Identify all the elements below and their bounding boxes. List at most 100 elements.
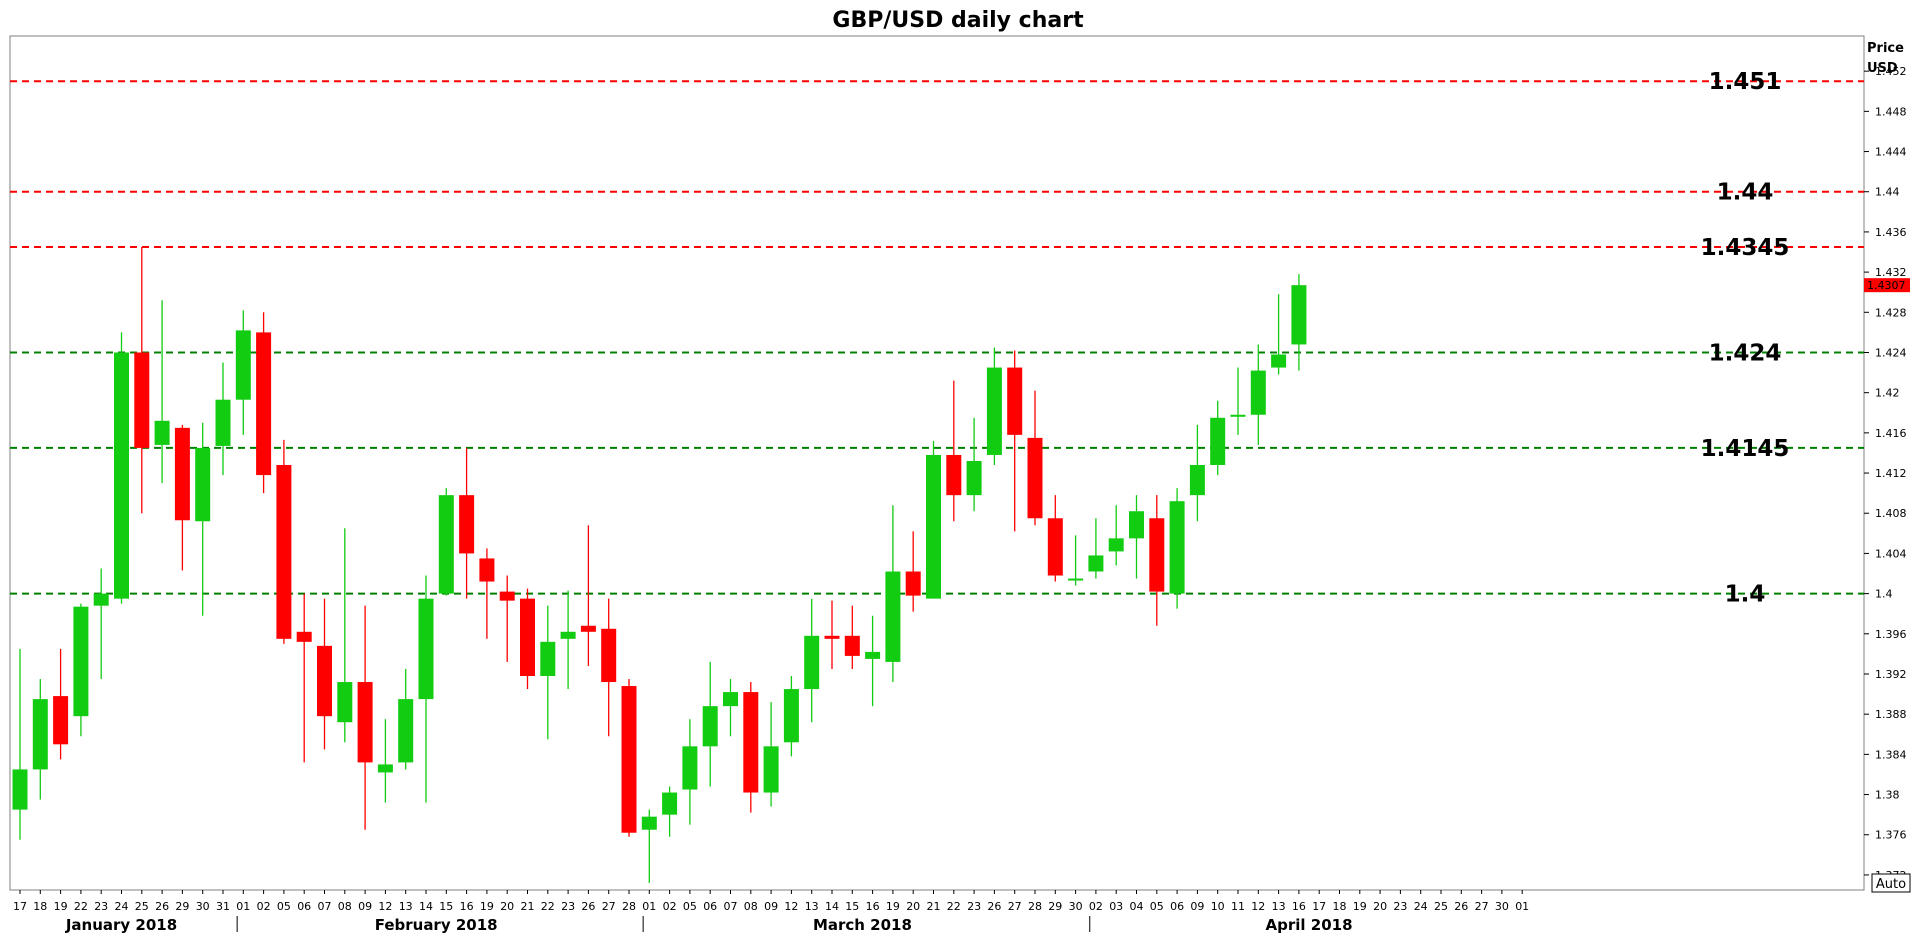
auto-scale-button[interactable]: Auto [1871, 873, 1911, 893]
candle-body [1027, 437, 1043, 519]
x-tick-label-66: 19 [1353, 900, 1367, 913]
x-tick-label-43: 19 [886, 900, 900, 913]
candle-body [1068, 578, 1084, 581]
candle-body [540, 641, 556, 676]
candle-30 [621, 679, 637, 837]
y-tick-label-6: 1.396 [1875, 628, 1907, 641]
candle-body [377, 764, 393, 773]
candle-37 [763, 702, 779, 807]
candle-21 [438, 488, 454, 596]
x-tick-label-46: 22 [947, 900, 961, 913]
y-tick-label-15: 1.432 [1875, 266, 1907, 279]
candle-5 [114, 332, 129, 604]
candle-18 [377, 719, 393, 803]
candle-body [337, 682, 353, 723]
y-tick-label-8: 1.404 [1875, 547, 1907, 560]
candle-body [357, 682, 373, 763]
candle-13 [276, 439, 292, 644]
y-tick-label-19: 1.448 [1875, 105, 1907, 118]
auto-button-frame[interactable] [1871, 873, 1911, 893]
candle-body [1230, 414, 1246, 417]
x-tick-label-53: 02 [1089, 900, 1103, 913]
x-tick-label-36: 08 [744, 900, 758, 913]
candle-body [256, 332, 272, 476]
x-tick-label-19: 13 [399, 900, 413, 913]
candle-54 [1108, 505, 1124, 566]
x-tick-label-65: 18 [1333, 900, 1347, 913]
candle-body [986, 367, 1002, 455]
x-tick-label-4: 23 [94, 900, 108, 913]
x-tick-label-5: 24 [115, 900, 129, 913]
candle-body [560, 631, 576, 639]
y-tick-label-9: 1.408 [1875, 507, 1907, 520]
x-tick-label-73: 30 [1495, 900, 1509, 913]
y-axis-title-line1: Price [1867, 41, 1904, 56]
x-tick-label-64: 17 [1312, 900, 1326, 913]
candle-10 [215, 362, 231, 476]
candle-36 [743, 682, 759, 813]
candle-55 [1129, 495, 1144, 579]
candle-body [296, 631, 312, 642]
candle-42 [865, 615, 881, 707]
level-label-5: 1.4 [1725, 582, 1766, 608]
x-tick-label-18: 12 [378, 900, 392, 913]
candle-24 [499, 575, 515, 662]
candle-3 [73, 603, 89, 737]
candle-52 [1068, 535, 1084, 586]
x-tick-label-42: 16 [866, 900, 880, 913]
candle-body [317, 645, 332, 717]
current-price-tag: 1.4307 [1864, 278, 1910, 293]
candle-51 [1047, 495, 1063, 582]
candle-45 [926, 440, 941, 599]
candle-11 [235, 310, 251, 435]
month-label-0: January 2018 [65, 916, 177, 934]
candle-body [215, 399, 231, 446]
candle-body [1271, 354, 1287, 368]
x-tick-label-11: 01 [236, 900, 250, 913]
candle-61 [1250, 344, 1266, 445]
candle-body [438, 495, 454, 594]
current-price-label: 1.4307 [1867, 279, 1906, 292]
candle-body [1210, 417, 1226, 466]
chart-title: GBP/USD daily chart [832, 8, 1084, 33]
x-tick-label-38: 12 [784, 900, 798, 913]
x-tick-label-7: 26 [155, 900, 169, 913]
y-tick-label-2: 1.38 [1875, 789, 1900, 802]
x-tick-label-61: 12 [1251, 900, 1265, 913]
x-tick-label-22: 16 [460, 900, 474, 913]
candle-43 [885, 505, 901, 683]
candle-body [1291, 285, 1307, 345]
x-tick-label-72: 27 [1475, 900, 1489, 913]
level-label-1: 1.44 [1717, 180, 1774, 206]
candle-57 [1169, 488, 1185, 609]
auto-button-label[interactable]: Auto [1876, 877, 1906, 892]
candle-body [1047, 518, 1063, 576]
candle-60 [1230, 367, 1246, 435]
candle-body [1250, 370, 1266, 415]
x-tick-label-41: 15 [845, 900, 859, 913]
candle-body [32, 699, 48, 770]
candle-47 [966, 417, 982, 512]
y-tick-label-17: 1.44 [1875, 186, 1900, 199]
x-tick-label-29: 27 [602, 900, 616, 913]
month-label-3: April 2018 [1266, 916, 1353, 934]
candle-body [459, 495, 475, 554]
candle-39 [804, 598, 820, 723]
x-tick-label-67: 20 [1373, 900, 1387, 913]
x-tick-label-32: 02 [663, 900, 677, 913]
candles-layer [12, 246, 1307, 883]
x-tick-label-57: 06 [1170, 900, 1184, 913]
candle-body [804, 635, 820, 690]
candle-body [174, 427, 190, 521]
x-tick-label-0: 17 [13, 900, 27, 913]
x-axis: 17 18 19 22 23 24 25 26 29 30 31 01 02 05 06 07 08 09 12 13… [13, 890, 1529, 934]
x-tick-label-31: 01 [642, 900, 656, 913]
x-tick-label-44: 20 [906, 900, 920, 913]
x-tick-label-39: 13 [805, 900, 819, 913]
x-tick-label-15: 07 [318, 900, 332, 913]
x-tick-label-55: 04 [1130, 900, 1144, 913]
x-tick-label-17: 09 [358, 900, 372, 913]
candle-25 [520, 588, 535, 690]
candle-body [1108, 538, 1124, 552]
